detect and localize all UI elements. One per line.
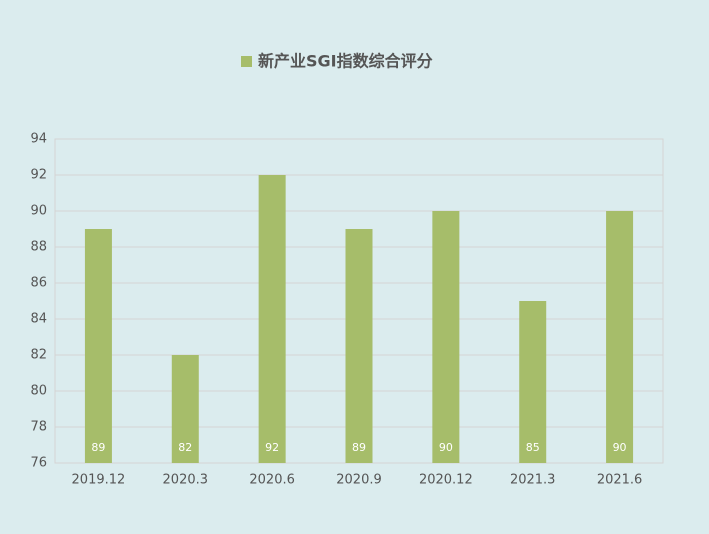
bar <box>606 211 634 463</box>
y-tick-label: 80 <box>30 384 47 399</box>
x-tick-label: 2020.3 <box>163 473 209 488</box>
y-tick-label: 94 <box>30 132 47 147</box>
value-label: 90 <box>613 441 627 454</box>
value-label: 92 <box>265 441 279 454</box>
x-tick-label: 2020.9 <box>336 473 382 488</box>
x-tick-label: 2021.3 <box>510 473 556 488</box>
x-tick-label: 2021.6 <box>597 473 643 488</box>
bar <box>345 229 373 463</box>
x-tick-label: 2020.12 <box>419 473 473 488</box>
y-tick-label: 82 <box>30 348 47 363</box>
value-label: 90 <box>439 441 453 454</box>
y-tick-label: 76 <box>30 456 47 471</box>
value-label: 89 <box>91 441 105 454</box>
legend-swatch <box>241 56 252 67</box>
y-tick-label: 90 <box>30 204 47 219</box>
y-tick-label: 84 <box>30 312 47 327</box>
y-tick-label: 88 <box>30 240 47 255</box>
value-label: 82 <box>178 441 192 454</box>
bar <box>84 229 112 463</box>
legend-label: 新产业SGI指数综合评分 <box>258 52 433 71</box>
value-label: 85 <box>526 441 540 454</box>
bar <box>258 175 286 463</box>
bar <box>432 211 460 463</box>
bar <box>171 355 199 463</box>
x-tick-label: 2019.12 <box>72 473 126 488</box>
bar <box>519 301 547 463</box>
y-tick-label: 86 <box>30 276 47 291</box>
y-tick-label: 92 <box>30 168 47 183</box>
y-tick-label: 78 <box>30 420 47 435</box>
value-label: 89 <box>352 441 366 454</box>
x-tick-label: 2020.6 <box>249 473 295 488</box>
